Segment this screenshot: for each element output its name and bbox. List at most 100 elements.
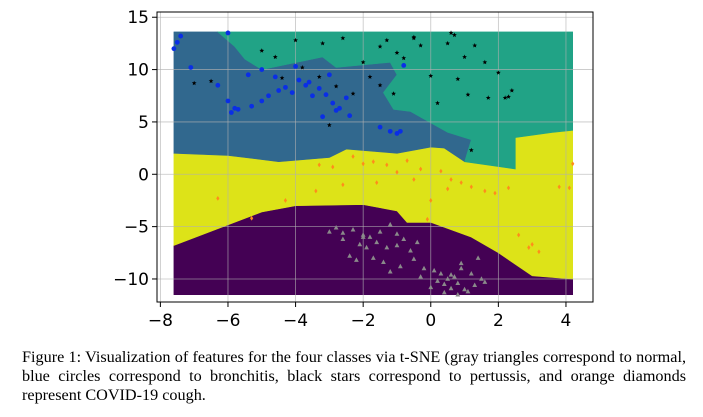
point-normal: [455, 291, 461, 297]
point-pertussis: [360, 59, 366, 65]
point-bronchitis: [171, 46, 177, 52]
point-pertussis: [482, 59, 488, 65]
point-pertussis: [401, 55, 407, 61]
point-normal: [360, 234, 366, 239]
point-bronchitis: [310, 93, 315, 99]
point-pertussis: [340, 35, 346, 41]
point-pertussis: [455, 76, 461, 81]
point-normal: [418, 274, 424, 279]
x-tick-label: −8: [148, 311, 173, 331]
point-normal: [347, 253, 353, 258]
point-bronchitis: [387, 128, 393, 134]
point-normal: [367, 234, 373, 239]
point-normal: [475, 255, 481, 260]
point-pertussis: [320, 40, 325, 46]
point-covid: [527, 245, 531, 250]
point-pertussis: [509, 88, 515, 93]
point-pertussis: [435, 100, 440, 106]
x-tick-label: 0: [425, 311, 436, 331]
point-normal: [340, 230, 346, 235]
point-bronchitis: [397, 128, 403, 134]
point-normal: [394, 242, 400, 248]
point-covid: [567, 185, 571, 191]
point-covid: [506, 185, 511, 191]
plot-frame: [156, 11, 594, 303]
point-bronchitis: [323, 92, 329, 98]
point-normal: [414, 239, 420, 245]
point-covid: [371, 159, 375, 165]
point-normal: [377, 229, 383, 234]
point-pertussis: [485, 95, 491, 100]
point-covid: [459, 180, 463, 186]
y-tick-label: 5: [138, 113, 149, 133]
region-pertussis: [216, 31, 574, 170]
point-bronchitis: [296, 77, 302, 83]
point-covid: [493, 190, 497, 196]
point-normal: [350, 227, 356, 232]
point-bronchitis: [245, 72, 251, 78]
point-normal: [326, 229, 332, 234]
point-bronchitis: [316, 86, 322, 91]
point-pertussis: [496, 70, 501, 75]
point-covid: [395, 169, 399, 175]
point-normal: [462, 286, 467, 292]
point-pertussis: [377, 82, 383, 88]
point-bronchitis: [343, 95, 349, 101]
point-covid: [449, 177, 453, 182]
x-tick-label: −2: [351, 311, 376, 331]
decision-regions: [173, 31, 574, 296]
tsne-scatter-chart: −8 −6 −4 −2 0 2 4 −10 −5 0 5 10 15: [113, 8, 594, 331]
point-covid: [250, 215, 254, 221]
y-tick-label: −10: [113, 270, 149, 290]
point-bronchitis: [276, 88, 282, 93]
data-points: [171, 30, 575, 297]
point-normal: [455, 280, 461, 285]
point-bronchitis: [306, 79, 312, 85]
point-normal: [340, 236, 346, 241]
point-covid: [517, 232, 521, 238]
point-normal: [401, 236, 407, 241]
point-normal: [408, 248, 413, 253]
point-covid: [405, 158, 409, 164]
y-tick-label: 15: [127, 8, 149, 28]
point-normal: [441, 289, 447, 295]
point-bronchitis: [333, 108, 339, 113]
point-normal: [448, 285, 454, 291]
point-bronchitis: [259, 67, 265, 72]
x-tick-label: 2: [493, 311, 504, 331]
point-bronchitis: [225, 98, 231, 104]
point-bronchitis: [266, 93, 271, 99]
point-normal: [448, 272, 454, 277]
point-pertussis: [391, 91, 396, 96]
point-pertussis: [448, 30, 454, 35]
point-covid: [446, 186, 450, 192]
point-covid: [537, 249, 541, 255]
point-normal: [458, 260, 464, 266]
point-pertussis: [411, 35, 417, 41]
x-tick-label: −6: [215, 311, 240, 331]
point-covid: [571, 161, 575, 167]
point-normal: [479, 276, 484, 281]
point-covid: [429, 198, 433, 203]
point-bronchitis: [326, 72, 332, 78]
point-pertussis: [377, 44, 383, 49]
point-normal: [445, 276, 451, 281]
point-pertussis: [316, 74, 322, 79]
point-covid: [375, 180, 379, 186]
point-bronchitis: [377, 124, 383, 130]
point-pertussis: [445, 40, 450, 46]
point-normal: [472, 282, 478, 288]
x-tick-label: 4: [561, 311, 572, 331]
point-covid: [483, 188, 487, 194]
point-covid: [530, 242, 534, 247]
y-tick-label: −5: [124, 218, 149, 238]
point-pertussis: [384, 37, 390, 43]
point-covid: [439, 168, 443, 174]
point-normal: [387, 221, 393, 227]
point-pertussis: [468, 147, 474, 153]
axis-ticks: −8 −6 −4 −2 0 2 4 −10 −5 0 5 10 15: [113, 8, 571, 331]
point-covid: [419, 166, 423, 172]
point-covid: [557, 184, 561, 190]
point-covid: [216, 195, 220, 201]
point-covid: [412, 177, 416, 182]
